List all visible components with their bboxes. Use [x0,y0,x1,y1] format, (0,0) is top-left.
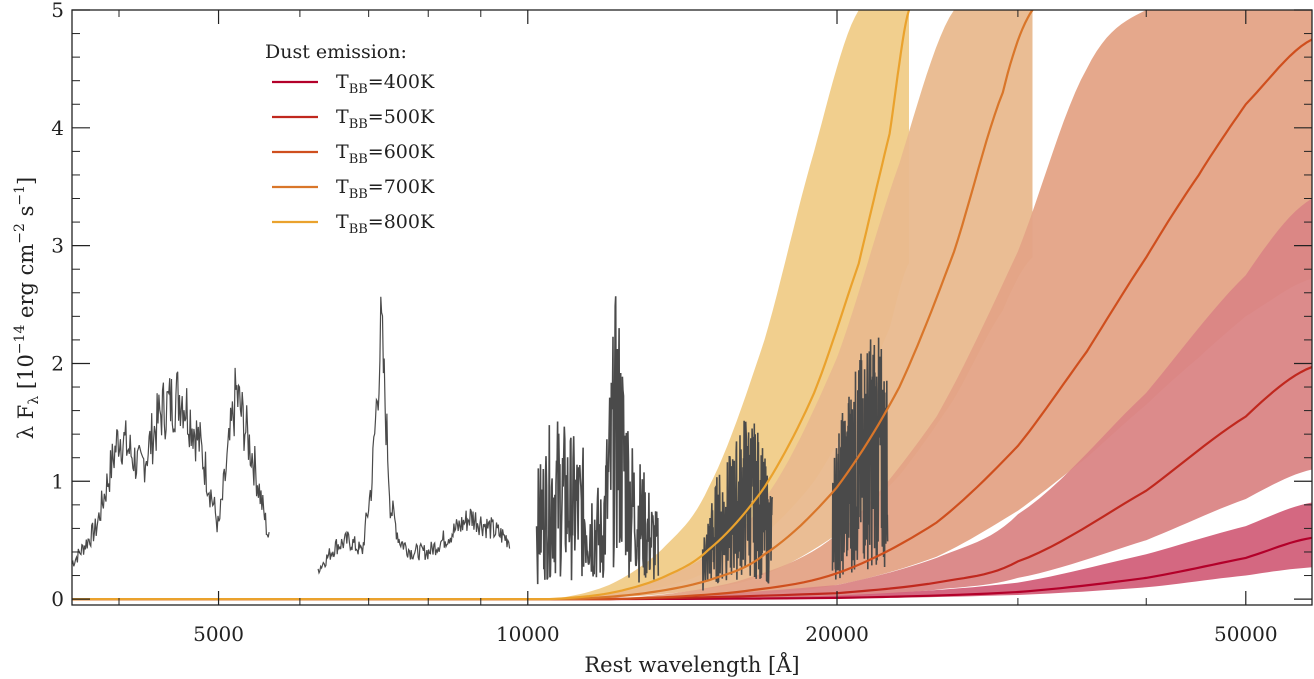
x-tick-label: 20000 [805,622,869,646]
legend-label-prefix: T [336,141,349,163]
legend-label-prefix: T [336,211,349,233]
y-axis-label-exp2: −2 [12,223,28,244]
legend-label: TBB=400K [336,71,435,97]
axis-tick-labels: 5000 10000 20000 50000 0 1 2 3 4 5 [51,0,1277,646]
legend-label-prefix: T [336,71,349,93]
legend-label-suffix: =500K [368,106,435,128]
x-tick-label: 50000 [1214,622,1278,646]
legend-label-sub: BB [349,117,368,132]
y-tick-label: 2 [51,351,64,375]
legend-label-sub: BB [349,152,368,167]
dust-line-800k [72,10,911,601]
observed-spectrum-group [72,296,889,591]
spectrum-segment [831,337,889,580]
dust-band-group [527,10,1312,600]
axis-ticks [72,9,1312,605]
y-axis-label-mid2: erg cm [14,244,38,325]
legend-label-suffix: =800K [368,211,435,233]
y-tick-label: 0 [51,587,64,611]
legend-label-suffix: =700K [368,176,435,198]
x-tick-label: 5000 [193,622,244,646]
y-axis-label-exp1: −14 [12,325,28,355]
legend-label: TBB=700K [336,176,435,202]
legend-label-sub: BB [349,222,368,237]
legend-title: Dust emission: [265,41,407,63]
x-axis-label: Rest wavelength [Å] [584,652,799,677]
plot-frame [71,9,1313,606]
legend-label-suffix: =400K [368,71,435,93]
y-axis-label-sub: λ [26,396,42,405]
y-axis-label-exp3: −1 [12,185,28,206]
legend-label: TBB=600K [336,141,435,167]
legend-label-suffix: =600K [368,141,435,163]
y-axis-label-mid3: s [14,206,38,223]
dust-line-group [72,10,1312,601]
dust-line-500k [72,365,1312,601]
legend-label-prefix: T [336,106,349,128]
spectrum-segment [317,296,511,575]
x-tick-label: 10000 [496,622,560,646]
y-tick-label: 1 [51,469,64,493]
y-axis-label-suffix: ] [14,177,38,185]
dust-band-500k [609,198,1312,600]
legend: Dust emission: TBB=400KTBB=500KTBB=600KT… [265,41,435,237]
dust-band-600k [609,10,1312,600]
spectrum-segment [701,420,774,591]
y-axis-label-prefix: λ F [14,405,38,440]
dust-line-600k [72,38,1312,601]
y-tick-label: 5 [51,0,64,22]
y-axis-label-mid1: [10 [14,354,38,396]
spectrum-segment [535,296,660,585]
legend-label-sub: BB [349,187,368,202]
legend-label: TBB=500K [336,106,435,132]
legend-label-sub: BB [349,82,368,97]
dust-band-400k [527,502,1312,600]
legend-label-prefix: T [336,176,349,198]
y-axis-label: λ Fλ [10−14 erg cm−2 s−1] [12,177,42,439]
y-tick-label: 3 [51,234,64,258]
y-tick-label: 4 [51,116,64,140]
spectrum-segment [72,367,270,567]
legend-label: TBB=800K [336,211,435,237]
dust-line-400k [72,536,1312,601]
dust-line-700k [72,10,1034,601]
